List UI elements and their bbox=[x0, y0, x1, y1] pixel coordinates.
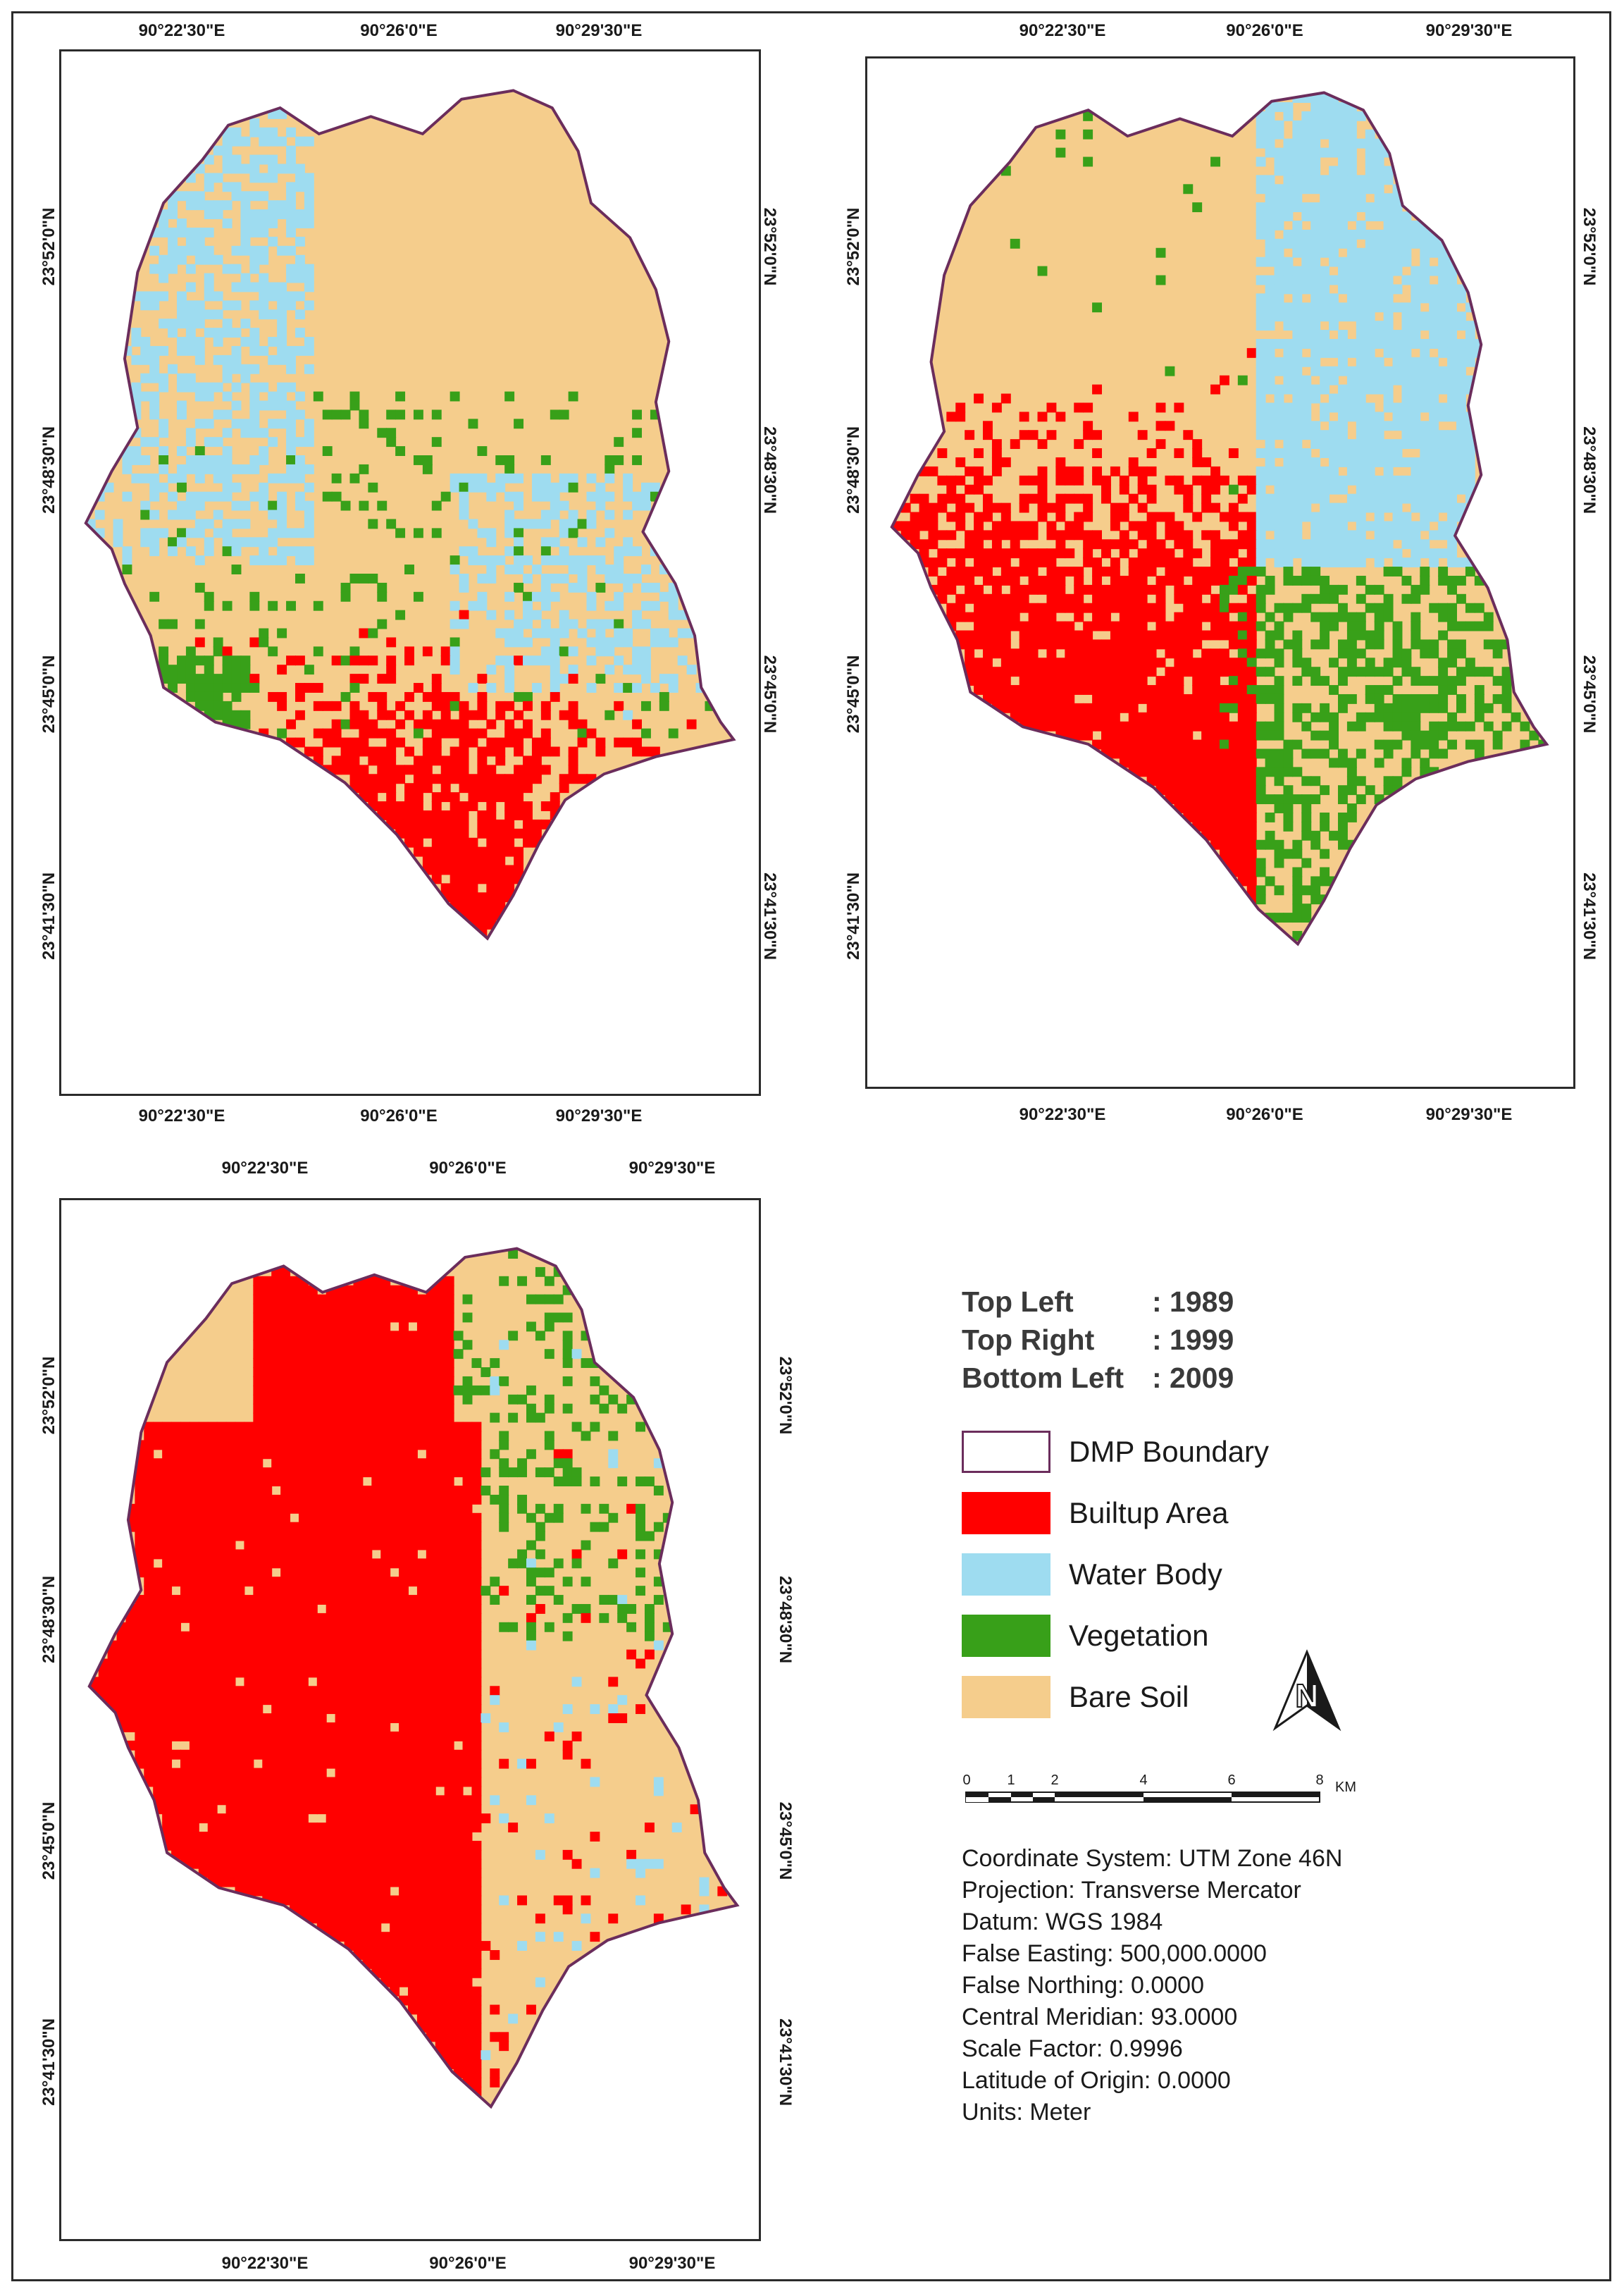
year-key-label: Top Right bbox=[962, 1324, 1095, 1356]
latitude-label-left: 23°41'30"N bbox=[844, 872, 863, 961]
latitude-label-right: 23°45'0"N bbox=[760, 655, 779, 734]
latitude-label-left: 23°41'30"N bbox=[39, 2018, 58, 2107]
latitude-label-right: 23°52'0"N bbox=[1580, 207, 1599, 286]
legend-label: DMP Boundary bbox=[1069, 1435, 1270, 1468]
latitude-label-right: 23°52'0"N bbox=[760, 207, 779, 286]
year-key: Top Left : 1989 Top Right : 1999 Bottom Le… bbox=[962, 1283, 1582, 1397]
land-cover-cells bbox=[85, 109, 715, 939]
land-cover-map-1999 bbox=[890, 91, 1549, 946]
north-arrow-icon: N bbox=[1272, 1649, 1341, 1732]
latitude-label-left: 23°48'30"N bbox=[39, 1575, 58, 1664]
scale-tick-label: 4 bbox=[1139, 1772, 1148, 1788]
land-cover-cells bbox=[89, 1249, 728, 2097]
year-key-value: : 1989 bbox=[1152, 1285, 1234, 1318]
map-frame-2009 bbox=[59, 1198, 761, 2241]
latitude-label-right: 23°41'30"N bbox=[760, 872, 779, 961]
latitude-label-right: 23°45'0"N bbox=[776, 1801, 795, 1880]
longitude-label-top: 90°26'0"E bbox=[360, 21, 438, 40]
scale-tick-label: 0 bbox=[962, 1772, 971, 1788]
scale-bar-graphic bbox=[965, 1792, 1320, 1803]
latitude-label-left: 23°48'30"N bbox=[39, 426, 58, 514]
latitude-of-origin: Latitude of Origin: 0.0000 bbox=[962, 2067, 1231, 2094]
latitude-label-left: 23°45'0"N bbox=[39, 655, 58, 734]
longitude-label-bottom: 90°22'30"E bbox=[221, 2254, 309, 2273]
latitude-label-right: 23°45'0"N bbox=[1580, 655, 1599, 734]
legend-label: Water Body bbox=[1069, 1558, 1222, 1591]
scale-tick-label: 6 bbox=[1227, 1772, 1236, 1788]
builtup-swatch bbox=[962, 1492, 1050, 1534]
scale-tick-label: 2 bbox=[1050, 1772, 1059, 1788]
land-cover-cells bbox=[891, 93, 1547, 941]
dmp-boundary bbox=[890, 91, 1549, 946]
longitude-label-top: 90°22'30"E bbox=[1019, 21, 1106, 40]
map-sheet bbox=[11, 11, 1611, 2281]
scale-tick-label: 8 bbox=[1315, 1772, 1324, 1788]
latitude-label-left: 23°45'0"N bbox=[39, 1801, 58, 1880]
false-easting: False Easting: 500,000.0000 bbox=[962, 1940, 1267, 1967]
central-meridian: Central Meridian: 93.0000 bbox=[962, 2004, 1238, 2030]
bare-soil-swatch bbox=[962, 1676, 1050, 1718]
longitude-label-bottom: 90°29'30"E bbox=[628, 2254, 716, 2273]
year-key-row-top-right: Top Right : 1999 bbox=[962, 1321, 1582, 1359]
latitude-label-left: 23°52'0"N bbox=[39, 1356, 58, 1435]
longitude-label-bottom: 90°29'30"E bbox=[1425, 1105, 1513, 1124]
longitude-label-top: 90°26'0"E bbox=[429, 1159, 507, 1178]
latitude-label-left: 23°45'0"N bbox=[844, 655, 863, 734]
latitude-label-right: 23°41'30"N bbox=[776, 2018, 795, 2107]
longitude-label-top: 90°29'30"E bbox=[555, 21, 643, 40]
projection: Projection: Transverse Mercator bbox=[962, 1877, 1301, 1904]
scale-tick-label: 1 bbox=[1007, 1772, 1015, 1788]
year-key-row-bottom-left: Bottom Left : 2009 bbox=[962, 1359, 1582, 1397]
latitude-label-left: 23°52'0"N bbox=[844, 207, 863, 286]
longitude-label-top: 90°22'30"E bbox=[221, 1159, 309, 1178]
year-key-label: Top Left bbox=[962, 1285, 1074, 1318]
water-swatch bbox=[962, 1553, 1050, 1596]
longitude-label-bottom: 90°22'30"E bbox=[1019, 1105, 1106, 1124]
latitude-label-right: 23°52'0"N bbox=[776, 1356, 795, 1435]
longitude-label-bottom: 90°26'0"E bbox=[1226, 1105, 1303, 1124]
latitude-label-left: 23°52'0"N bbox=[39, 207, 58, 286]
vegetation-swatch bbox=[962, 1615, 1050, 1657]
longitude-label-bottom: 90°26'0"E bbox=[360, 1106, 438, 1126]
dmp-boundary bbox=[84, 89, 736, 941]
latitude-label-right: 23°48'30"N bbox=[760, 426, 779, 514]
boundary-swatch bbox=[962, 1431, 1050, 1473]
legend-label: Vegetation bbox=[1069, 1619, 1209, 1652]
year-key-value: : 1999 bbox=[1152, 1324, 1234, 1356]
longitude-label-bottom: 90°22'30"E bbox=[138, 1106, 225, 1126]
projection-info: Coordinate System: UTM Zone 46N Projecti… bbox=[962, 1843, 1342, 2128]
year-key-row-top-left: Top Left : 1989 bbox=[962, 1283, 1582, 1321]
coordinate-system: Coordinate System: UTM Zone 46N bbox=[962, 1845, 1343, 1872]
year-key-value: : 2009 bbox=[1152, 1362, 1234, 1394]
legend-label: Builtup Area bbox=[1069, 1496, 1229, 1529]
map-frame-1999 bbox=[865, 56, 1575, 1089]
longitude-label-bottom: 90°26'0"E bbox=[429, 2254, 507, 2273]
legend-label: Bare Soil bbox=[1069, 1680, 1189, 1713]
longitude-label-top: 90°26'0"E bbox=[1226, 21, 1303, 40]
latitude-label-left: 23°48'30"N bbox=[844, 426, 863, 514]
latitude-label-right: 23°41'30"N bbox=[1580, 872, 1599, 961]
scale-factor: Scale Factor: 0.9996 bbox=[962, 2035, 1183, 2062]
longitude-label-top: 90°29'30"E bbox=[1425, 21, 1513, 40]
longitude-label-top: 90°22'30"E bbox=[138, 21, 225, 40]
longitude-label-top: 90°29'30"E bbox=[628, 1159, 716, 1178]
legend-panel: Top Left : 1989 Top Right : 1999 Bottom Le… bbox=[962, 1283, 1582, 2269]
latitude-label-right: 23°48'30"N bbox=[1580, 426, 1599, 514]
latitude-label-left: 23°41'30"N bbox=[39, 872, 58, 961]
scale-bar: 0 1 2 4 6 8 KM bbox=[962, 1772, 1399, 1815]
land-cover-map-2009 bbox=[87, 1247, 740, 2109]
dmp-boundary bbox=[87, 1247, 740, 2109]
land-cover-map-1989 bbox=[84, 89, 736, 941]
latitude-label-right: 23°48'30"N bbox=[776, 1575, 795, 1664]
datum: Datum: WGS 1984 bbox=[962, 1908, 1163, 1935]
scale-unit: KM bbox=[1335, 1780, 1356, 1795]
year-key-label: Bottom Left bbox=[962, 1362, 1124, 1394]
longitude-label-bottom: 90°29'30"E bbox=[555, 1106, 643, 1126]
units: Units: Meter bbox=[962, 2099, 1091, 2126]
north-arrow-letter: N bbox=[1295, 1677, 1318, 1714]
false-northing: False Northing: 0.0000 bbox=[962, 1972, 1204, 1999]
map-frame-1989 bbox=[59, 49, 761, 1096]
